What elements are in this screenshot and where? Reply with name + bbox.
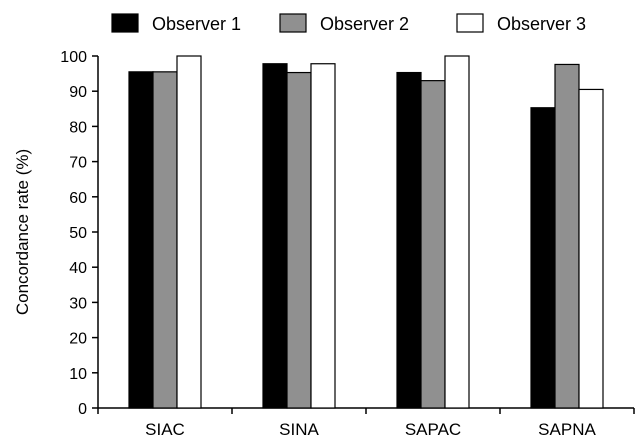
- bar: [530, 107, 556, 409]
- legend-label: Observer 3: [497, 14, 586, 34]
- x-category-label: SAPNA: [538, 420, 596, 439]
- x-category-label: SINA: [279, 420, 319, 439]
- y-tick-label: 10: [69, 366, 87, 383]
- x-category-label: SIAC: [145, 420, 185, 439]
- y-tick-label: 0: [78, 401, 87, 418]
- bar: [578, 88, 604, 409]
- bar: [396, 71, 422, 409]
- bar: [554, 63, 580, 409]
- bar: [444, 55, 470, 409]
- legend: Observer 1 Observer 2 Observer 3: [111, 13, 586, 34]
- y-tick-label: 70: [69, 155, 87, 172]
- bar: [176, 55, 202, 409]
- x-category-label: SAPAC: [405, 420, 461, 439]
- bar: [310, 63, 336, 409]
- legend-swatch: [111, 13, 139, 33]
- y-tick-label: 20: [69, 331, 87, 348]
- bar: [152, 71, 178, 409]
- y-tick-label: 30: [69, 295, 87, 312]
- y-tick-label: 60: [69, 190, 87, 207]
- bar: [420, 80, 446, 409]
- legend-swatch: [279, 13, 307, 33]
- y-axis-title: Concordance rate (%): [13, 149, 32, 315]
- bars: [128, 55, 604, 409]
- legend-swatch: [456, 13, 484, 33]
- y-tick-label: 80: [69, 119, 87, 136]
- legend-label: Observer 1: [152, 14, 241, 34]
- bar: [286, 71, 312, 409]
- legend-label: Observer 2: [320, 14, 409, 34]
- y-tick-label: 100: [60, 49, 87, 66]
- y-tick-label: 40: [69, 260, 87, 277]
- y-tick-label: 90: [69, 84, 87, 101]
- bar: [128, 71, 154, 409]
- y-axis: 0 10 20 30 40 50 60 70 80 90 100: [60, 49, 99, 418]
- y-tick-label: 50: [69, 225, 87, 242]
- x-axis: SIAC SINA SAPAC SAPNA: [97, 407, 635, 439]
- bar: [262, 63, 288, 409]
